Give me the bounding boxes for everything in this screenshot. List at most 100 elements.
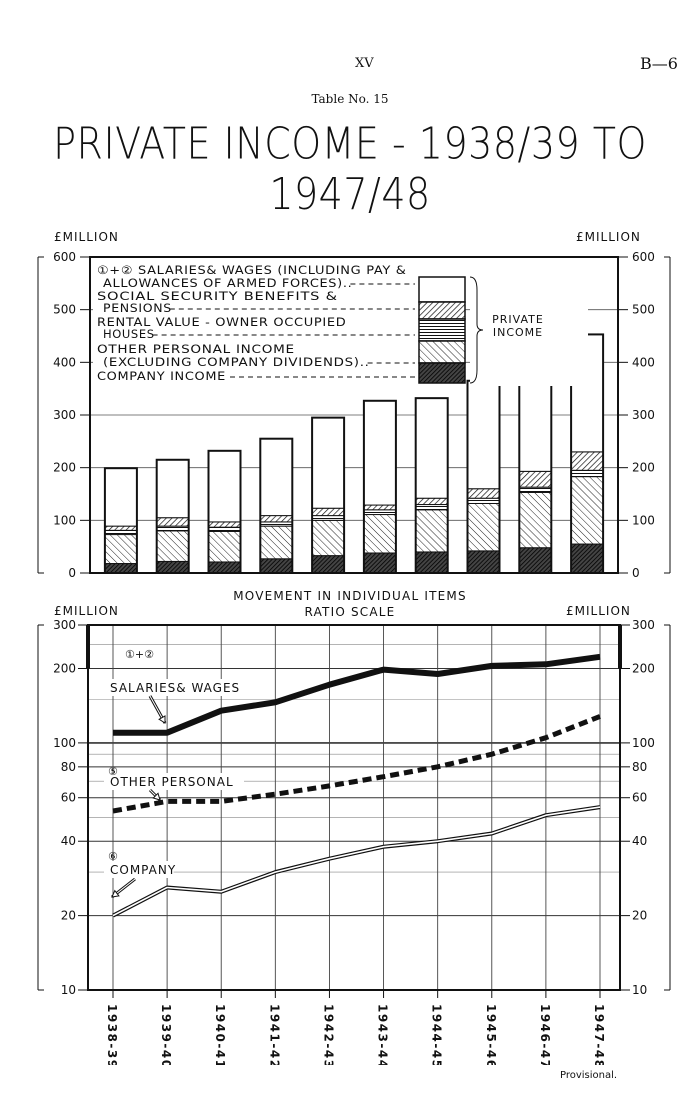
- bar-outline: [362, 399, 397, 574]
- bar-segment-other-personal: [104, 534, 138, 565]
- legend-label-other-personal: OTHER PERSONAL INCOME: [97, 342, 295, 356]
- x-tick-label: 1943-44: [376, 1004, 390, 1065]
- bar-segment-other-personal: [311, 519, 345, 557]
- bar-segment-rental: [363, 509, 397, 516]
- bar-segment-other-personal: [518, 491, 552, 549]
- bar-segment-company: [518, 547, 552, 574]
- bar-segment-salaries-wages: [363, 400, 397, 506]
- y-tick-label-left: 600: [53, 250, 76, 264]
- bar-segment-company: [570, 543, 604, 574]
- y-tick-label-right: 600: [632, 250, 655, 264]
- y-tick-label-left: 10: [61, 983, 76, 997]
- bar-segment-salaries-wages: [104, 467, 138, 527]
- y-tick-label-right: 400: [632, 355, 655, 369]
- bar-segment-social-security: [570, 451, 604, 471]
- bar-segment-company: [467, 550, 500, 574]
- legend-brace: [469, 276, 484, 384]
- x-tick-label: 1941-42: [267, 1004, 281, 1065]
- frame-emphasis: [618, 625, 622, 669]
- y-tick-label-right: 200: [632, 662, 655, 676]
- y-tick-label-right: 40: [632, 834, 647, 848]
- bar-segment-rental: [156, 525, 190, 532]
- legend-swatch-rental: [418, 318, 466, 342]
- series-number-company: ⑥: [108, 850, 118, 863]
- series-number-salaries-wages: ①+②: [125, 648, 154, 661]
- legend-background: [93, 260, 465, 386]
- bar-segment-company: [415, 551, 449, 574]
- y-tick-label-right: 10: [632, 983, 647, 997]
- y-axis-label-right: £MILLION: [566, 604, 631, 618]
- series-number-other-personal: ⑤: [108, 765, 118, 778]
- bar-segment-other-personal: [363, 514, 397, 554]
- legend-label-social-security: SOCIAL SECURITY BENEFITS &: [97, 289, 338, 303]
- y-tick-label-left: 80: [61, 760, 76, 774]
- bar-segment-social-security: [467, 488, 500, 499]
- ratio-scale-line-chart: MOVEMENT IN INDIVIDUAL ITEMS RATIO SCALE £…: [37, 589, 671, 1065]
- legend-swatch-social-security: [418, 301, 466, 320]
- series-label-background: [104, 679, 244, 696]
- y-tick-label-right: 60: [632, 791, 647, 805]
- provisional-note: Provisional.: [560, 1070, 618, 1081]
- bar-segment-social-security: [415, 497, 449, 506]
- bar-outline: [103, 467, 138, 574]
- y-axis-label-left: £MILLION: [54, 604, 119, 618]
- y-tick-label-right: 200: [632, 461, 655, 475]
- bar-segment-rental: [259, 521, 293, 527]
- bar-segment-social-security: [518, 470, 552, 488]
- y-tick-label-right: 300: [632, 408, 655, 422]
- stacked-bar-chart: £MILLION £MILLION 0 0 100 100 200 200 300 300 400 4…: [37, 230, 671, 580]
- y-tick-label-left: 300: [53, 618, 76, 632]
- bar-segment-rental: [467, 497, 500, 504]
- bar-segment-company: [208, 561, 241, 574]
- series-line-company: [112, 806, 601, 917]
- bar-outline: [207, 449, 242, 575]
- y-tick-label-left: 200: [53, 662, 76, 676]
- x-tick-label: 1939-40: [159, 1004, 173, 1065]
- legend-background: [470, 260, 588, 386]
- x-tick-label: 1944-45: [430, 1004, 444, 1065]
- x-tick-label: 1947-48: [592, 1004, 606, 1065]
- series-label-background: [104, 773, 244, 790]
- y-tick-label-left: 100: [53, 736, 76, 750]
- y-tick-label-left: 500: [53, 303, 76, 317]
- legend-label-salaries-wages: ①+② SALARIES& WAGES (INCLUDING PAY &: [97, 263, 407, 277]
- bar-segment-social-security: [311, 507, 345, 517]
- legend-label-rental: HOUSES: [103, 327, 155, 341]
- bar-segment-social-security: [156, 517, 190, 527]
- series-line-salaries-wages: [113, 653, 601, 736]
- bar-segment-social-security: [363, 504, 397, 511]
- y-tick-label-left: 300: [53, 408, 76, 422]
- y-tick-label-right: 20: [632, 909, 647, 923]
- series-label-background: [104, 861, 174, 878]
- legend-label-salaries-wages: ALLOWANCES OF ARMED FORCES)..: [103, 276, 352, 290]
- y-tick-label-right: 100: [632, 513, 655, 527]
- bar-segment-rental: [415, 504, 449, 511]
- bar-segment-other-personal: [467, 502, 500, 552]
- bar-segment-social-security: [208, 521, 241, 528]
- table-number: Table No. 15: [311, 92, 389, 106]
- bar-segment-salaries-wages: [259, 438, 293, 517]
- legend-swatch-company: [418, 362, 466, 384]
- legend-label-social-security: PENSIONS: [103, 301, 172, 315]
- bar-segment-rental: [311, 515, 345, 521]
- x-tick-label: 1940-41: [213, 1004, 227, 1065]
- y-tick-label-right: 300: [632, 618, 655, 632]
- y-axis-label-right: £MILLION: [576, 230, 641, 244]
- bar-segment-other-personal: [570, 476, 604, 545]
- bar-segment-company: [259, 558, 293, 574]
- bar-segment-salaries-wages: [415, 397, 449, 499]
- bar-segment-salaries-wages: [467, 380, 500, 490]
- y-tick-label-left: 400: [53, 355, 76, 369]
- arrow-head: [152, 792, 161, 801]
- bar-outline: [414, 397, 449, 574]
- bar-outline: [155, 458, 190, 574]
- legend-label-rental: RENTAL VALUE - OWNER OCCUPIED: [97, 315, 346, 329]
- legend-label-company: COMPANY INCOME: [97, 369, 226, 383]
- x-tick-label: 1945-46: [484, 1004, 498, 1065]
- bar-segment-company: [363, 552, 397, 574]
- bar-segment-other-personal: [156, 530, 190, 562]
- arrow-head: [158, 715, 166, 724]
- plot-frame: [87, 624, 621, 991]
- series-line-company: [112, 805, 601, 918]
- y-tick-label-left: 60: [61, 791, 76, 805]
